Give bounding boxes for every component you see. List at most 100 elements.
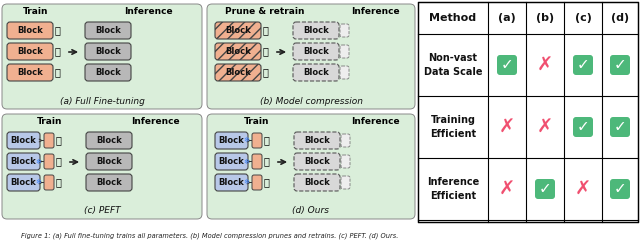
FancyBboxPatch shape [340,45,349,58]
Text: Inference: Inference [131,118,179,127]
FancyBboxPatch shape [44,133,54,148]
Text: ✗: ✗ [537,118,553,136]
FancyBboxPatch shape [7,43,53,60]
Text: Figure 1: (a) Full fine-tuning trains all parameters. (b) Model compression prun: Figure 1: (a) Full fine-tuning trains al… [21,233,399,239]
Text: 🔥: 🔥 [54,46,60,56]
Text: Block: Block [11,157,36,166]
FancyBboxPatch shape [2,4,202,109]
Text: Block: Block [303,47,329,56]
FancyBboxPatch shape [207,114,415,219]
Text: 🔥: 🔥 [54,68,60,77]
Text: (d) Ours: (d) Ours [292,206,330,215]
Text: Block: Block [303,68,329,77]
FancyBboxPatch shape [7,64,53,81]
FancyBboxPatch shape [497,55,517,75]
Text: Block: Block [95,47,121,56]
Text: ✓: ✓ [500,58,513,73]
Text: ✓: ✓ [577,58,589,73]
FancyBboxPatch shape [215,153,248,170]
Text: 🔥: 🔥 [262,68,268,77]
FancyBboxPatch shape [215,22,261,39]
Text: ✓: ✓ [577,120,589,135]
FancyBboxPatch shape [573,117,593,137]
FancyBboxPatch shape [85,22,131,39]
FancyBboxPatch shape [44,154,54,169]
FancyBboxPatch shape [341,134,350,147]
Text: Prune & retrain: Prune & retrain [225,8,305,16]
Text: ❄: ❄ [35,159,41,165]
Text: 🔥: 🔥 [263,177,269,188]
Text: Block: Block [304,178,330,187]
Text: ❄: ❄ [243,137,249,144]
FancyBboxPatch shape [215,64,261,81]
Text: Inference
Efficient: Inference Efficient [427,177,479,201]
Text: Block: Block [225,68,251,77]
FancyBboxPatch shape [293,22,339,39]
FancyBboxPatch shape [85,64,131,81]
Text: (b) Model compression: (b) Model compression [259,97,362,106]
FancyBboxPatch shape [7,22,53,39]
FancyBboxPatch shape [215,132,248,149]
Text: ✓: ✓ [614,182,627,197]
Text: Block: Block [303,26,329,35]
FancyBboxPatch shape [610,179,630,199]
Text: Block: Block [219,157,244,166]
FancyBboxPatch shape [44,175,54,190]
Text: 🔥: 🔥 [55,136,61,145]
Text: Block: Block [225,47,251,56]
FancyBboxPatch shape [7,153,40,170]
Text: Block: Block [96,157,122,166]
FancyBboxPatch shape [341,155,350,168]
Text: Training
Efficient: Training Efficient [430,115,476,139]
FancyBboxPatch shape [340,24,349,37]
Text: Non-vast
Data Scale: Non-vast Data Scale [424,53,483,77]
Text: Train: Train [244,118,269,127]
FancyBboxPatch shape [7,174,40,191]
FancyBboxPatch shape [294,153,340,170]
Text: Block: Block [225,26,251,35]
Text: ✗: ✗ [537,55,553,75]
Text: Block: Block [11,136,36,145]
Text: (c): (c) [575,13,591,23]
FancyBboxPatch shape [535,179,555,199]
Text: Block: Block [96,178,122,187]
Text: Block: Block [304,157,330,166]
FancyBboxPatch shape [294,132,340,149]
FancyBboxPatch shape [207,4,415,109]
FancyBboxPatch shape [573,55,593,75]
FancyBboxPatch shape [215,43,261,60]
Text: Block: Block [219,136,244,145]
FancyBboxPatch shape [86,153,132,170]
Text: ✗: ✗ [499,118,515,136]
Text: 🔥: 🔥 [262,25,268,36]
FancyBboxPatch shape [86,132,132,149]
Text: Block: Block [17,26,43,35]
FancyBboxPatch shape [252,133,262,148]
Text: Inference: Inference [351,118,399,127]
Text: Block: Block [17,68,43,77]
FancyBboxPatch shape [341,176,350,189]
FancyBboxPatch shape [215,174,248,191]
Text: (b): (b) [536,13,554,23]
FancyBboxPatch shape [252,154,262,169]
Text: (c) PEFT: (c) PEFT [84,206,120,215]
Text: ✗: ✗ [575,180,591,198]
Text: ❄: ❄ [35,180,41,186]
FancyBboxPatch shape [252,175,262,190]
Text: Method: Method [429,13,477,23]
Text: Block: Block [17,47,43,56]
FancyBboxPatch shape [610,117,630,137]
Text: Block: Block [219,178,244,187]
FancyBboxPatch shape [293,64,339,81]
FancyBboxPatch shape [294,174,340,191]
Text: (a): (a) [498,13,516,23]
Text: Block: Block [304,136,330,145]
Text: 🔥: 🔥 [262,46,268,56]
Text: 🔥: 🔥 [263,136,269,145]
Text: (a) Full Fine-tuning: (a) Full Fine-tuning [60,97,145,106]
Text: Train: Train [23,8,49,16]
Text: ❄: ❄ [243,159,249,165]
Text: ✗: ✗ [499,180,515,198]
Bar [418,2,638,222]
Text: 🔥: 🔥 [55,157,61,166]
